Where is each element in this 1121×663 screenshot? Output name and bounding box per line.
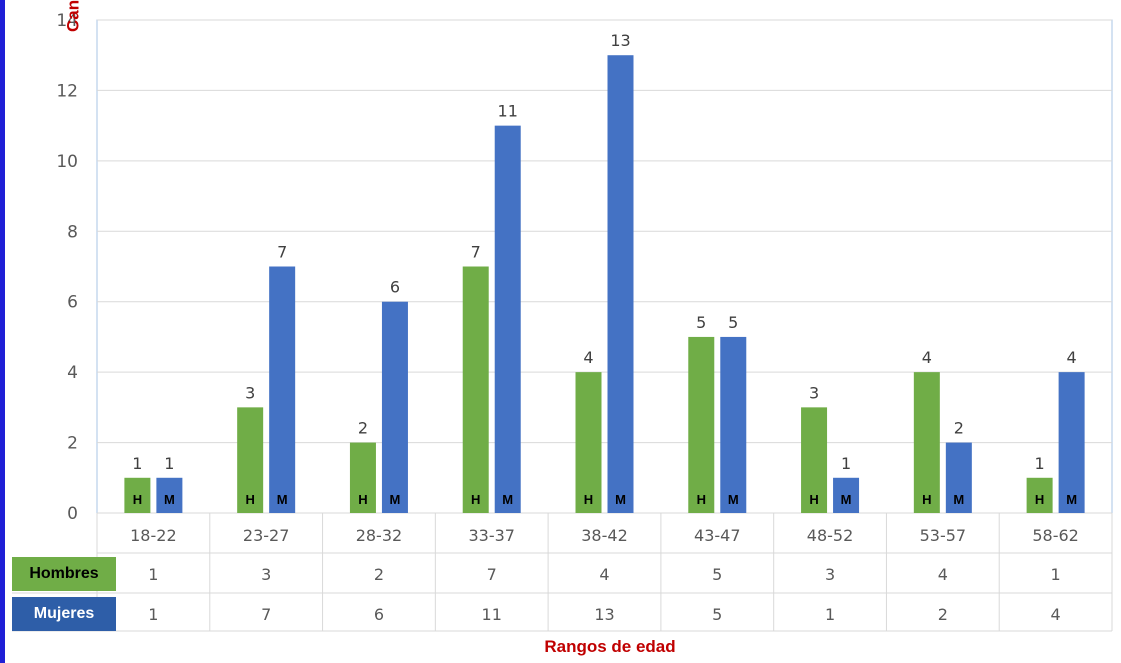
- x-tick-label: 18-22: [130, 526, 177, 545]
- table-cell-mujeres: 6: [374, 605, 384, 624]
- y-tick-label: 8: [67, 222, 78, 242]
- bar-letter: M: [390, 492, 401, 507]
- table-cell-hombres: 4: [938, 565, 948, 584]
- table-cell-mujeres: 11: [482, 605, 502, 624]
- table-cell-hombres: 1: [1051, 565, 1061, 584]
- data-label: 6: [390, 278, 400, 297]
- bar-letter: H: [245, 492, 254, 507]
- bar-letter: M: [164, 492, 175, 507]
- table-cell-hombres: 7: [487, 565, 497, 584]
- bar-hombres: [575, 372, 602, 513]
- bar-hombres: [124, 477, 151, 513]
- x-axis-label: Rangos de edad: [544, 637, 676, 656]
- table-cell-mujeres: 1: [148, 605, 158, 624]
- bar-letter: M: [1066, 492, 1077, 507]
- y-tick-label: 12: [56, 81, 78, 101]
- legend-hombres: Hombres: [12, 557, 116, 591]
- data-label: 7: [471, 243, 481, 262]
- y-axis-label: Cantidad: [64, 0, 84, 32]
- data-label: 11: [498, 102, 518, 121]
- data-label: 3: [809, 383, 819, 402]
- bar-mujeres: [833, 477, 860, 513]
- bar-letter: H: [133, 492, 142, 507]
- data-label: 4: [1067, 348, 1077, 367]
- left-border: [0, 0, 5, 663]
- bar-mujeres: [945, 442, 972, 513]
- bar-letter: H: [809, 492, 818, 507]
- table-cell-mujeres: 7: [261, 605, 271, 624]
- data-label: 1: [841, 454, 851, 473]
- data-label: 4: [922, 348, 932, 367]
- bar-letter: M: [728, 492, 739, 507]
- data-label: 1: [164, 454, 174, 473]
- x-tick-label: 58-62: [1032, 526, 1079, 545]
- bar-letter: H: [922, 492, 931, 507]
- y-tick-label: 14: [56, 11, 78, 31]
- bar-hombres: [913, 372, 940, 513]
- table-cell-hombres: 5: [712, 565, 722, 584]
- data-label: 4: [583, 348, 593, 367]
- y-tick-label: 2: [67, 434, 78, 454]
- bar-letter: H: [471, 492, 480, 507]
- bar-hombres: [688, 336, 715, 513]
- table-cell-hombres: 2: [374, 565, 384, 584]
- table-cell-hombres: 1: [148, 565, 158, 584]
- data-label: 7: [277, 243, 287, 262]
- bar-mujeres: [1058, 372, 1085, 513]
- bar-letter: M: [502, 492, 513, 507]
- x-tick-label: 53-57: [920, 526, 967, 545]
- y-tick-label: 0: [67, 504, 78, 524]
- bar-letter: H: [358, 492, 367, 507]
- data-label: 2: [954, 419, 964, 438]
- data-label: 5: [696, 313, 706, 332]
- data-label: 3: [245, 383, 255, 402]
- table-cell-mujeres: 5: [712, 605, 722, 624]
- bar-mujeres: [607, 55, 634, 513]
- x-tick-label: 33-37: [468, 526, 515, 545]
- bar-hombres: [801, 407, 828, 513]
- y-tick-label: 6: [67, 293, 78, 313]
- x-tick-label: 23-27: [243, 526, 290, 545]
- table-cell-mujeres: 1: [825, 605, 835, 624]
- bar-letter: M: [277, 492, 288, 507]
- bar-hombres: [237, 407, 264, 513]
- bar-letter: H: [584, 492, 593, 507]
- bar-letter: M: [841, 492, 852, 507]
- data-label: 13: [610, 31, 630, 50]
- x-tick-label: 43-47: [694, 526, 741, 545]
- table-cell-mujeres: 2: [938, 605, 948, 624]
- table-cell-mujeres: 4: [1051, 605, 1061, 624]
- bar-hombres: [1026, 477, 1053, 513]
- bar-mujeres: [381, 301, 408, 513]
- bar-mujeres: [156, 477, 183, 513]
- bar-letter: H: [697, 492, 706, 507]
- x-tick-label: 38-42: [581, 526, 628, 545]
- data-label: 1: [1035, 454, 1045, 473]
- table-cell-hombres: 3: [825, 565, 835, 584]
- y-tick-label: 10: [56, 152, 78, 172]
- legend-mujeres: Mujeres: [12, 597, 116, 631]
- table-cell-hombres: 3: [261, 565, 271, 584]
- data-label: 1: [132, 454, 142, 473]
- x-tick-label: 28-32: [356, 526, 403, 545]
- table-cell-hombres: 4: [599, 565, 609, 584]
- bar-mujeres: [720, 336, 747, 513]
- bar-letter: M: [615, 492, 626, 507]
- bar-letter: H: [1035, 492, 1044, 507]
- bar-letter: M: [953, 492, 964, 507]
- bar-hombres: [349, 442, 376, 513]
- data-label: 5: [728, 313, 738, 332]
- bar-mujeres: [494, 125, 521, 514]
- bar-mujeres: [269, 266, 296, 513]
- y-tick-label: 4: [67, 363, 78, 383]
- data-label: 2: [358, 419, 368, 438]
- x-tick-label: 48-52: [807, 526, 854, 545]
- bar-hombres: [462, 266, 489, 513]
- table-cell-mujeres: 13: [594, 605, 614, 624]
